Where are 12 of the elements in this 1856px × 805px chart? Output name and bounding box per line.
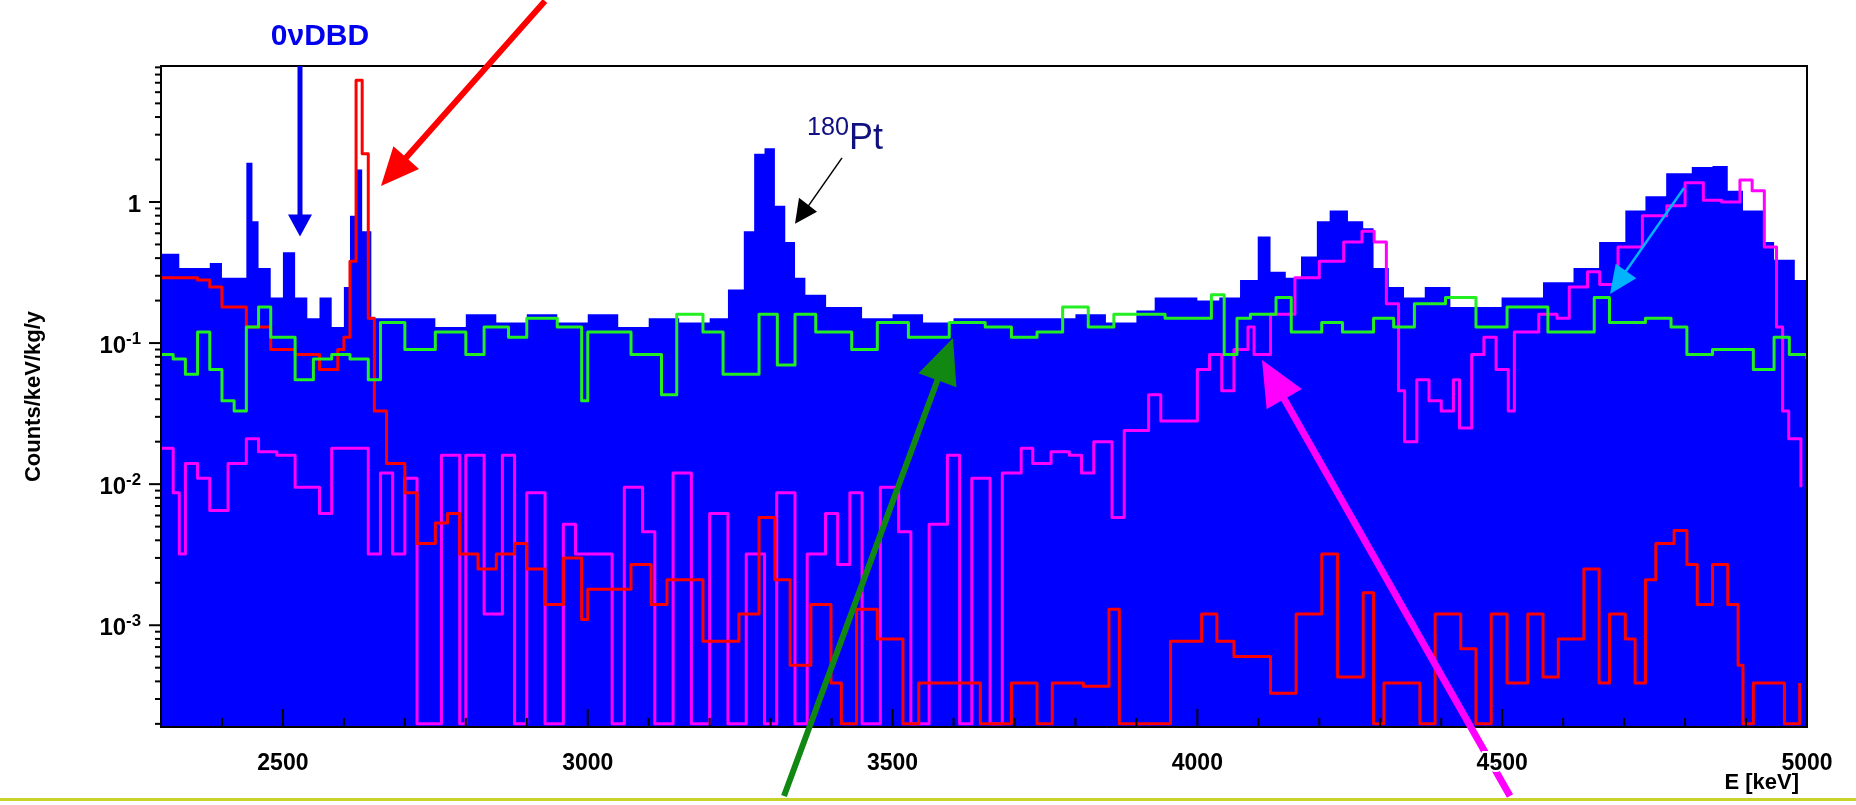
y-axis-title: Counts/keV/kg/y: [20, 310, 45, 483]
y-tick-label: 10$^{-3}$: [99, 610, 141, 641]
x-axis-title: E [keV]: [1724, 769, 1799, 794]
y-tick-label: 10$^{-1}$: [99, 328, 141, 359]
x-tick-label: 3500: [866, 749, 919, 775]
y-tick-label: 1: [127, 189, 141, 217]
x-tick-label: 3000: [562, 749, 614, 775]
x-tick-label: 4000: [1171, 749, 1223, 775]
x-tick-label: 2500: [257, 749, 309, 775]
text: 0νDBD: [270, 18, 370, 51]
annotation: $^{180}$Pt: [806, 111, 884, 157]
y-tick-label: 10$^{-2}$: [99, 469, 141, 500]
